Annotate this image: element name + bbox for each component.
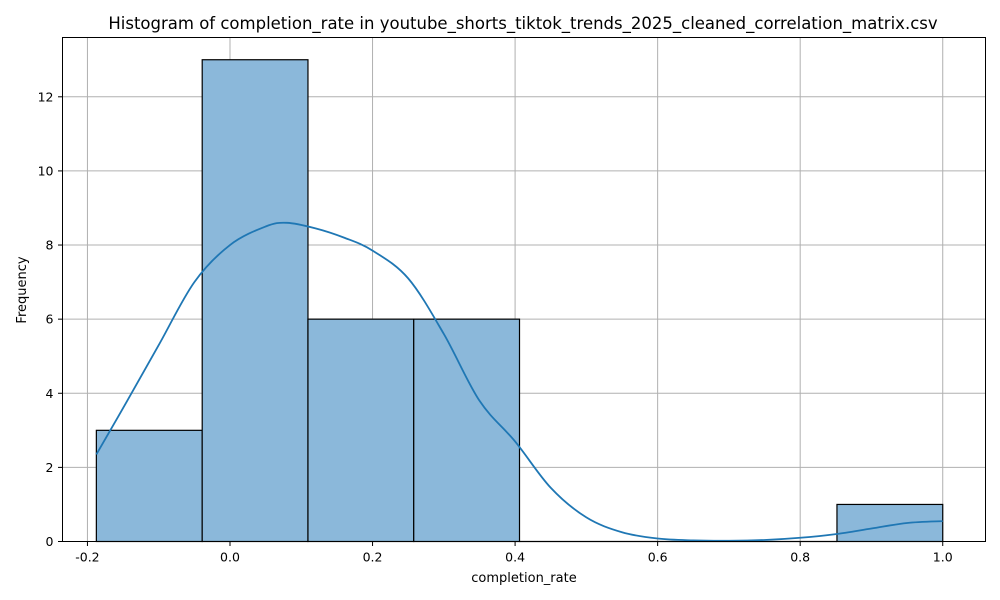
histogram-bars <box>95 59 944 543</box>
y-tick-label: 6 <box>46 312 54 327</box>
y-tick-label: 4 <box>46 386 54 401</box>
y-tick-label: 12 <box>38 89 54 104</box>
x-tick-label: -0.2 <box>75 550 99 565</box>
x-tick-label: 0.0 <box>220 550 240 565</box>
y-tick-label: 0 <box>46 534 54 549</box>
x-tick-label: 0.6 <box>648 550 668 565</box>
y-tick-label: 8 <box>46 238 54 253</box>
plot-frame <box>62 37 986 542</box>
x-axis-ticks: -0.2 0.0 0.2 0.4 0.6 0.8 1.0 <box>75 541 953 565</box>
x-tick-label: 1.0 <box>933 550 953 565</box>
y-axis-label: Frequency <box>15 256 30 323</box>
y-tick-label: 10 <box>38 163 54 178</box>
x-tick-label: 0.2 <box>363 550 383 565</box>
chart-title: Histogram of completion_rate in youtube_… <box>108 14 937 34</box>
y-axis-ticks: 0 2 4 6 8 10 12 <box>38 89 63 549</box>
kde-curve <box>95 221 943 542</box>
y-tick-label: 2 <box>46 460 54 475</box>
histogram-bar <box>307 318 415 543</box>
x-tick-label: 0.4 <box>505 550 525 565</box>
x-axis-label: completion_rate <box>471 571 576 586</box>
histogram-bar <box>413 318 521 543</box>
histogram-bar <box>95 429 203 543</box>
histogram-bar <box>201 59 309 543</box>
x-tick-label: 0.8 <box>790 550 810 565</box>
histogram-bar <box>836 503 944 543</box>
